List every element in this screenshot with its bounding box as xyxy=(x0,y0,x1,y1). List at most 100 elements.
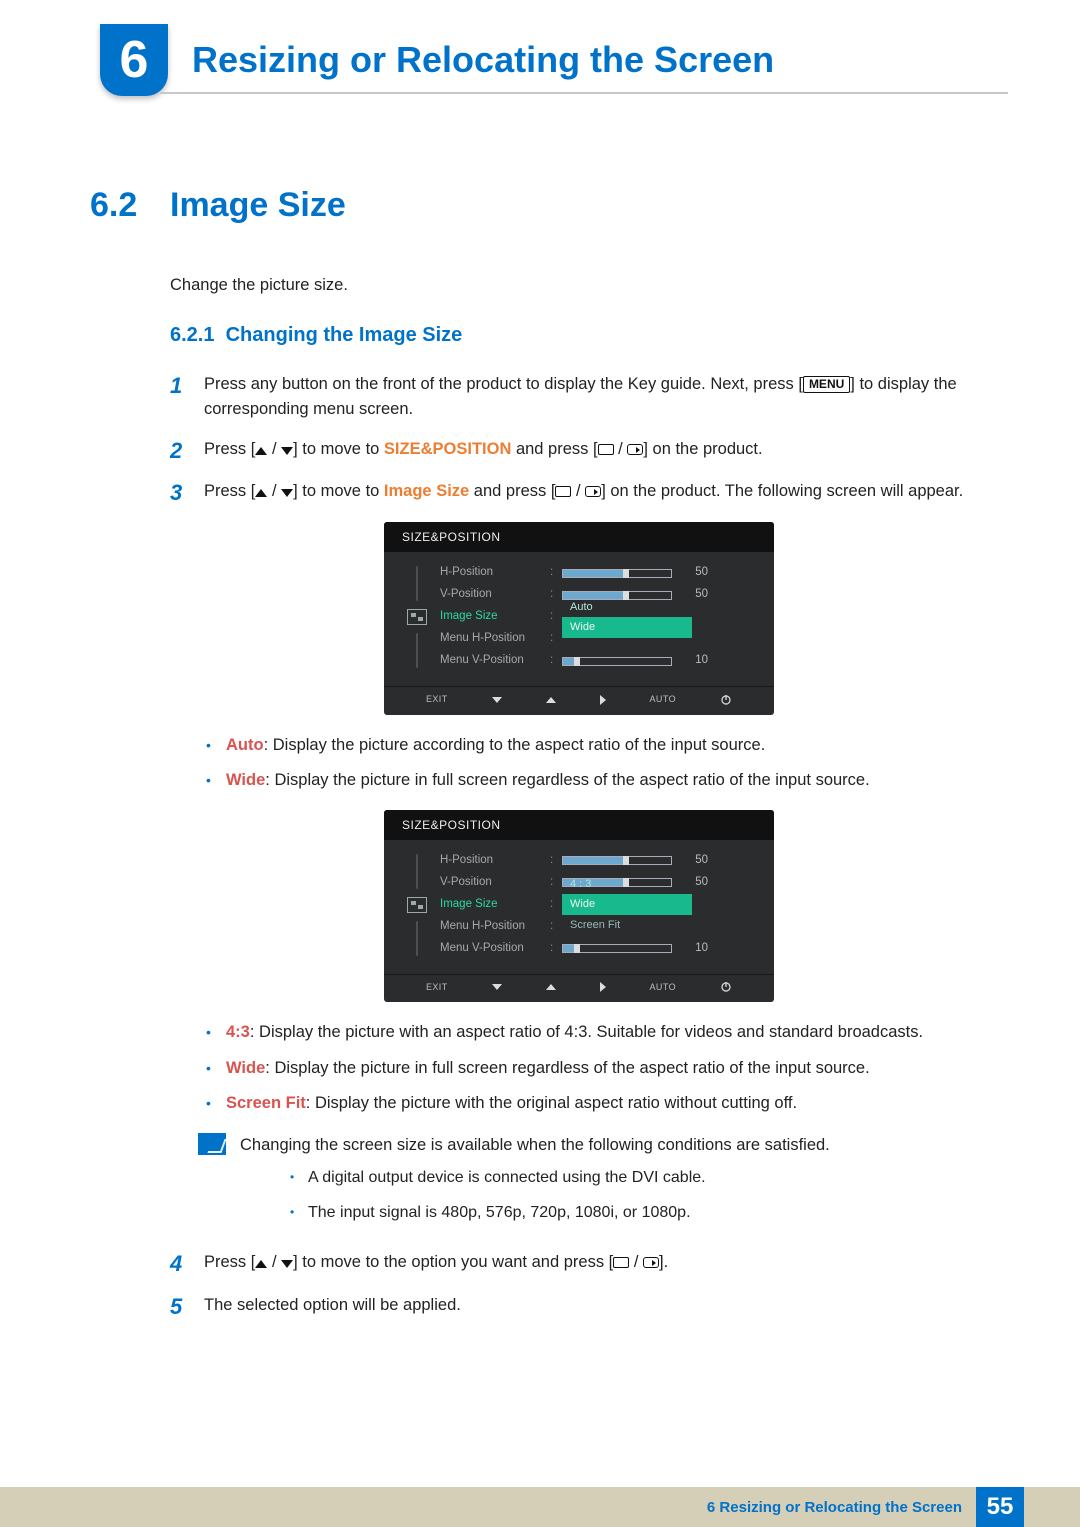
note-lead: Changing the screen size is available wh… xyxy=(240,1133,988,1159)
step-3: 3 Press [ / ] to move to Image Size and … xyxy=(170,479,988,508)
osd-row-mvpos: Menu V-Position : 10 xyxy=(440,938,758,960)
option[interactable]: Screen Fit xyxy=(562,915,692,936)
subsection-number: 6.2.1 xyxy=(170,324,214,346)
down-icon xyxy=(281,489,293,497)
chapter-title: Resizing or Relocating the Screen xyxy=(192,39,774,81)
step-body: Press [ / ] to move to SIZE&POSITION and… xyxy=(204,437,988,466)
t: Press [ xyxy=(204,1253,255,1271)
subsection-heading: 6.2.1 Changing the Image Size xyxy=(170,320,988,350)
label: H-Position xyxy=(440,852,550,869)
page-footer: 6 Resizing or Relocating the Screen 55 xyxy=(0,1487,1080,1527)
osd-list: H-Position : 50 V-Position : 50 Image Si… xyxy=(434,850,758,960)
step-body: Press [ / ] to move to Image Size and pr… xyxy=(204,479,988,508)
note: Changing the screen size is available wh… xyxy=(198,1133,988,1236)
label: H-Position xyxy=(440,564,550,581)
osd-footer: EXIT AUTO xyxy=(384,974,774,1003)
position-icon xyxy=(407,897,427,913)
t: : Display the picture with an aspect rat… xyxy=(250,1023,923,1041)
right-icon[interactable] xyxy=(600,695,606,705)
power-icon[interactable] xyxy=(720,981,732,993)
power-icon[interactable] xyxy=(720,694,732,706)
label: Menu H-Position xyxy=(440,630,550,647)
page: 6 Resizing or Relocating the Screen 6.2 … xyxy=(0,0,1080,1527)
kw: Wide xyxy=(226,1059,265,1077)
footer-text: 6 Resizing or Relocating the Screen xyxy=(707,1499,962,1516)
option[interactable]: 4 : 3 xyxy=(562,874,692,895)
label: Image Size xyxy=(440,896,550,913)
step-body: Press [ / ] to move to the option you wa… xyxy=(204,1250,988,1279)
up-icon xyxy=(255,447,267,455)
osd-dropdown[interactable]: 4 : 3 Wide Screen Fit xyxy=(562,874,758,936)
slider[interactable] xyxy=(562,657,672,666)
osd-row-hpos: H-Position : 50 xyxy=(440,850,758,872)
section-number: 6.2 xyxy=(90,186,170,225)
enter-icon xyxy=(585,486,601,497)
select-icon xyxy=(613,1257,629,1268)
down-icon[interactable] xyxy=(492,984,502,990)
step-num: 1 xyxy=(170,372,204,423)
steps-list: 1 Press any button on the front of the p… xyxy=(170,372,988,508)
step-num: 4 xyxy=(170,1250,204,1279)
right-icon[interactable] xyxy=(600,982,606,992)
step-5: 5 The selected option will be applied. xyxy=(170,1293,988,1322)
t: and press [ xyxy=(469,482,555,500)
content: 6.2 Image Size Change the picture size. … xyxy=(90,186,988,1335)
option-selected[interactable]: Wide xyxy=(562,894,692,915)
osd-dropdown[interactable]: Auto Wide xyxy=(562,597,758,638)
osd-screenshot-a: SIZE&POSITION H-Position : 50 xyxy=(384,522,774,715)
step-num: 5 xyxy=(170,1293,204,1322)
osd-row-imagesize: Image Size : Auto Wide xyxy=(440,606,758,628)
select-icon xyxy=(555,486,571,497)
keyword: Image Size xyxy=(384,482,469,500)
t: ] on the product. xyxy=(643,440,762,458)
select-icon xyxy=(598,444,614,455)
chapter-header: 6 Resizing or Relocating the Screen xyxy=(100,24,774,96)
up-icon xyxy=(255,489,267,497)
t: ] on the product. The following screen w… xyxy=(601,482,963,500)
value: 50 xyxy=(682,852,708,869)
section-title: Image Size xyxy=(170,186,346,225)
label: Menu H-Position xyxy=(440,918,550,935)
note-cond: The input signal is 480p, 576p, 720p, 10… xyxy=(290,1201,988,1226)
keyword: SIZE&POSITION xyxy=(384,440,511,458)
exit-label[interactable]: EXIT xyxy=(426,981,448,995)
intro-text: Change the picture size. xyxy=(170,273,988,298)
bullet-list-b: 4:3: Display the picture with an aspect … xyxy=(206,1020,988,1117)
steps-list-continued: 4 Press [ / ] to move to the option you … xyxy=(170,1250,988,1321)
label: Image Size xyxy=(440,608,550,625)
down-icon xyxy=(281,447,293,455)
value: 10 xyxy=(682,940,708,957)
exit-label[interactable]: EXIT xyxy=(426,693,448,707)
slider[interactable] xyxy=(562,944,672,953)
value: 10 xyxy=(682,652,708,669)
auto-label[interactable]: AUTO xyxy=(650,981,676,995)
option[interactable]: Auto xyxy=(562,597,692,618)
up-icon[interactable] xyxy=(546,697,556,703)
label: V-Position xyxy=(440,586,550,603)
menu-button-icon: MENU xyxy=(803,376,850,394)
note-cond: A digital output device is connected usi… xyxy=(290,1166,988,1191)
step-2: 2 Press [ / ] to move to SIZE&POSITION a… xyxy=(170,437,988,466)
bullet: 4:3: Display the picture with an aspect … xyxy=(206,1020,988,1046)
t: : Display the picture with the original … xyxy=(306,1094,797,1112)
t: and press [ xyxy=(511,440,597,458)
t: ] to move to xyxy=(293,440,384,458)
osd-footer: EXIT AUTO xyxy=(384,686,774,715)
t: ] to move to the option you want and pre… xyxy=(293,1253,613,1271)
step-4: 4 Press [ / ] to move to the option you … xyxy=(170,1250,988,1279)
step-num: 2 xyxy=(170,437,204,466)
down-icon[interactable] xyxy=(492,697,502,703)
option-selected[interactable]: Wide xyxy=(562,617,692,638)
note-icon xyxy=(198,1133,226,1155)
osd-row-imagesize: Image Size : 4 : 3 Wide Screen Fit xyxy=(440,894,758,916)
auto-label[interactable]: AUTO xyxy=(650,693,676,707)
enter-icon xyxy=(643,1257,659,1268)
t: : Display the picture according to the a… xyxy=(264,736,766,754)
header-divider xyxy=(160,92,1008,94)
label: Menu V-Position xyxy=(440,940,550,957)
slider[interactable] xyxy=(562,856,672,865)
up-icon[interactable] xyxy=(546,984,556,990)
bullet: Auto: Display the picture according to t… xyxy=(206,733,988,759)
slider[interactable] xyxy=(562,569,672,578)
page-number: 55 xyxy=(976,1487,1024,1527)
